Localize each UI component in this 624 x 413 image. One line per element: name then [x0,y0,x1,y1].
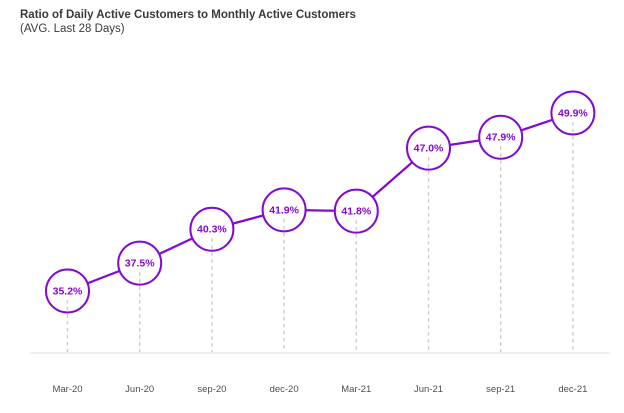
x-axis-tick-label: Jun-21 [414,384,443,395]
data-point-circle [406,125,451,171]
data-point-circle [261,187,307,233]
x-axis-tick-label: sep-21 [486,384,515,395]
data-point-circle [333,188,379,234]
x-axis-tick-label: Mar-21 [341,384,371,395]
data-point-circle [189,206,235,252]
chart-subtitle: (AVG. Last 28 Days) [20,23,125,35]
x-axis-tick-label: dec-20 [270,384,299,395]
data-point-label: 41.9% [269,204,299,216]
chart-title: Ratio of Daily Active Customers to Month… [20,9,356,21]
data-point-label: 41.8% [341,206,371,218]
x-axis-tick-label: sep-20 [197,384,226,395]
data-point-circle [45,268,90,314]
data-point-label: 47.0% [414,143,444,155]
data-point-label: 37.5% [125,258,155,270]
chart-header: Ratio of Daily Active Customers to Month… [20,8,356,36]
data-point-label: 47.9% [486,132,516,144]
x-axis-tick-label: dec-21 [558,384,587,395]
x-axis-tick-label: Jun-20 [125,384,154,395]
data-point-circle [550,90,596,136]
data-point-label: 40.3% [197,224,227,236]
data-point-circle [117,240,163,286]
data-point-circle [478,114,524,160]
x-axis-tick-label: Mar-20 [52,384,82,395]
data-point-label: 49.9% [558,107,588,119]
data-point-label: 35.2% [53,286,83,298]
